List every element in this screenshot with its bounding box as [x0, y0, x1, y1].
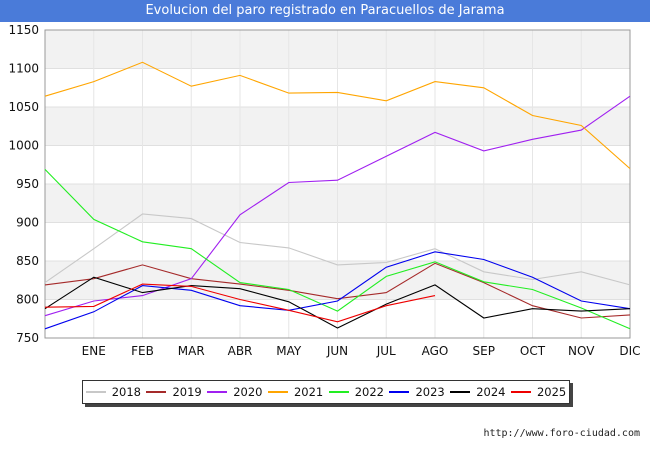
legend-label: 2020 — [233, 385, 263, 399]
y-tick-label: 1050 — [8, 100, 39, 114]
legend-item-2019: 2019 — [146, 385, 202, 399]
x-tick-label: ABR — [228, 344, 253, 358]
chart-legend: 2018 2019 2020 2021 2022 2023 2024 2025 — [82, 380, 570, 404]
legend-swatch — [389, 391, 410, 393]
legend-label: 2019 — [172, 385, 202, 399]
x-tick-label: MAY — [276, 344, 302, 358]
legend-swatch — [267, 391, 288, 393]
x-tick-label: NOV — [568, 344, 595, 358]
y-tick-label: 750 — [16, 331, 39, 345]
x-tick-label: MAR — [178, 344, 205, 358]
legend-swatch — [328, 391, 349, 393]
y-tick-label: 1150 — [8, 23, 39, 37]
legend-label: 2024 — [476, 385, 506, 399]
legend-label: 2025 — [536, 385, 567, 399]
y-tick-label: 1000 — [8, 139, 39, 153]
series-line-2021 — [44, 61, 631, 170]
plot-area — [44, 29, 631, 339]
x-tick-label: JUL — [376, 344, 396, 358]
legend-label: 2018 — [111, 385, 142, 399]
legend-label: 2023 — [415, 385, 445, 399]
legend-label: 2021 — [293, 385, 324, 399]
legend-item-2025: 2025 — [510, 385, 567, 399]
x-tick-label: FEB — [131, 344, 154, 358]
series-line-2019 — [44, 262, 631, 319]
legend-item-2023: 2023 — [389, 385, 445, 399]
legend-item-2024: 2024 — [450, 385, 506, 399]
series-line-2025 — [44, 283, 436, 323]
legend-label: 2022 — [354, 385, 385, 399]
source-url: http://www.foro-ciudad.com — [483, 428, 640, 439]
x-tick-label: JUN — [326, 344, 348, 358]
legend-swatch — [510, 391, 531, 393]
legend-swatch — [146, 391, 167, 393]
x-tick-label: DIC — [619, 344, 640, 358]
legend-swatch — [85, 391, 106, 393]
series-line-2023 — [44, 251, 631, 330]
series-line-2018 — [44, 213, 631, 286]
y-tick-label: 950 — [16, 177, 39, 191]
x-tick-label: ENE — [82, 344, 106, 358]
legend-item-2018: 2018 — [85, 385, 142, 399]
legend-swatch — [450, 391, 471, 393]
legend-swatch — [207, 391, 228, 393]
x-tick-label: OCT — [520, 344, 546, 358]
series-line-2020 — [44, 95, 631, 317]
y-tick-label: 900 — [16, 216, 39, 230]
x-tick-label: SEP — [473, 344, 495, 358]
series-line-2024 — [44, 276, 631, 329]
y-tick-label: 850 — [16, 254, 39, 268]
x-tick-label: AGO — [422, 344, 449, 358]
legend-item-2022: 2022 — [328, 385, 385, 399]
y-tick-label: 1100 — [8, 62, 39, 76]
series-line-2022 — [44, 169, 631, 330]
y-tick-label: 800 — [16, 293, 39, 307]
legend-item-2020: 2020 — [207, 385, 263, 399]
chart-title: Evolucion del paro registrado en Paracue… — [0, 0, 650, 22]
legend-item-2021: 2021 — [267, 385, 324, 399]
